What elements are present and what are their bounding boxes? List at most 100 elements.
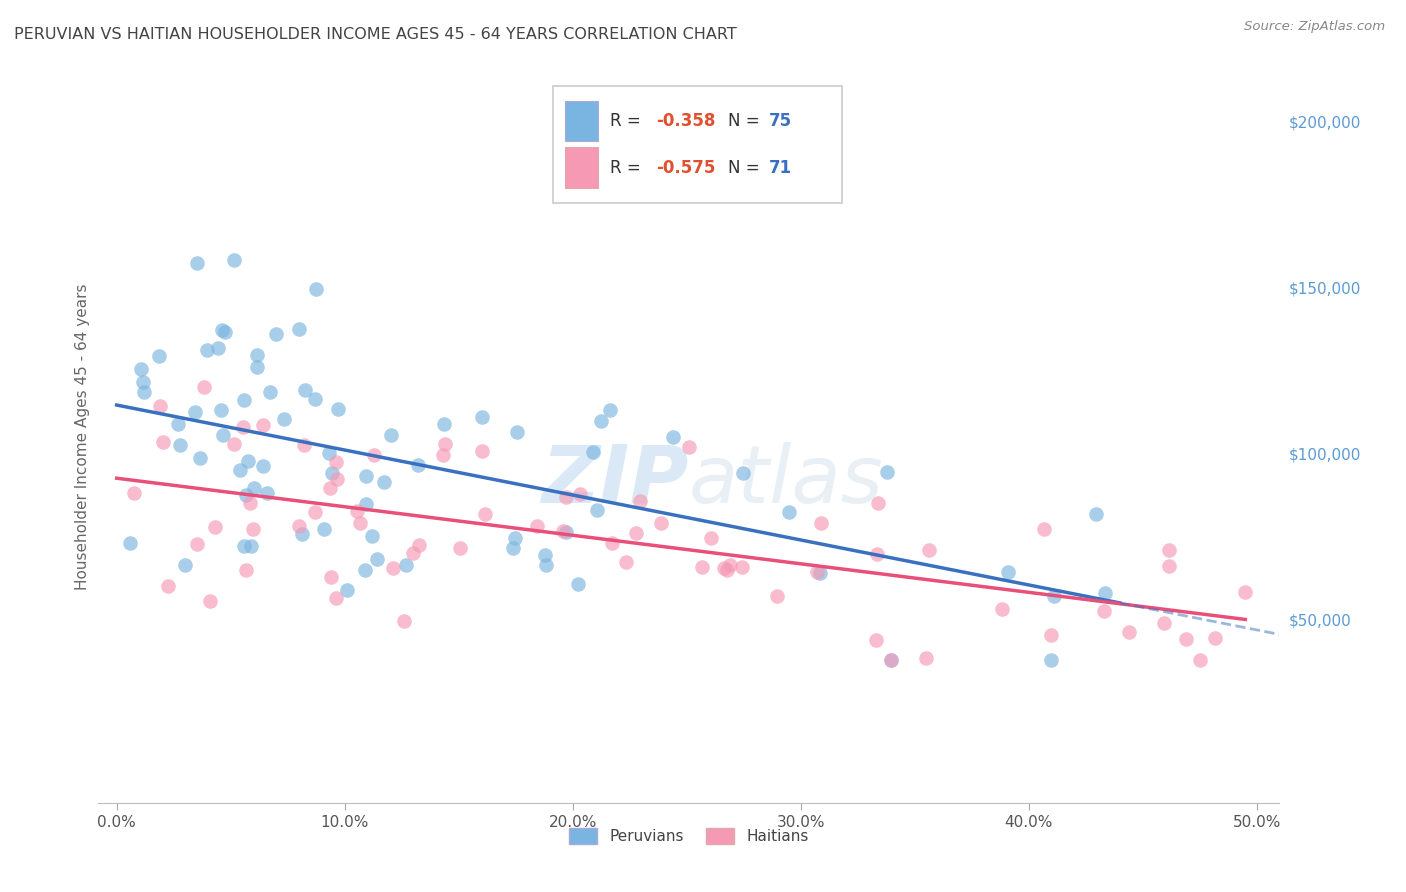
Point	[325, 591, 347, 605]
Point	[1040, 653, 1063, 667]
Point	[363, 448, 385, 462]
Point	[149, 399, 172, 413]
Point	[366, 552, 388, 566]
Point	[880, 653, 903, 667]
Text: N =: N =	[728, 159, 765, 177]
Point	[211, 323, 233, 337]
Point	[778, 505, 800, 519]
Point	[433, 437, 456, 451]
Point	[321, 466, 343, 480]
Point	[382, 561, 405, 575]
Text: 75: 75	[769, 112, 793, 130]
Point	[474, 508, 496, 522]
Point	[502, 541, 524, 555]
Point	[585, 503, 607, 517]
Point	[692, 560, 714, 574]
Point	[252, 418, 274, 433]
Point	[288, 519, 311, 533]
Point	[806, 565, 828, 579]
Point	[152, 435, 174, 450]
Text: 71: 71	[769, 159, 793, 177]
Point	[471, 444, 494, 458]
Point	[733, 466, 755, 480]
Point	[678, 440, 700, 454]
Point	[120, 535, 142, 549]
Point	[865, 632, 887, 647]
Point	[406, 458, 429, 472]
Legend: Peruvians, Haitians: Peruvians, Haitians	[564, 822, 814, 850]
Point	[294, 384, 316, 398]
Point	[256, 485, 278, 500]
Point	[211, 428, 233, 442]
Text: N =: N =	[728, 112, 765, 130]
Point	[650, 516, 672, 531]
Point	[305, 282, 328, 296]
Point	[273, 412, 295, 426]
Point	[716, 563, 738, 577]
Text: -0.358: -0.358	[655, 112, 716, 130]
Point	[589, 414, 612, 428]
Point	[193, 380, 215, 394]
Point	[914, 650, 936, 665]
Point	[1189, 653, 1212, 667]
Point	[1204, 632, 1226, 646]
Text: Source: ZipAtlas.com: Source: ZipAtlas.com	[1244, 20, 1385, 33]
Point	[505, 531, 527, 545]
Point	[582, 444, 605, 458]
Point	[599, 402, 621, 417]
Text: -0.575: -0.575	[655, 159, 716, 177]
Point	[380, 428, 402, 442]
Point	[628, 493, 651, 508]
Point	[880, 653, 903, 667]
Point	[354, 498, 377, 512]
Point	[449, 541, 471, 555]
Point	[526, 518, 548, 533]
Point	[1175, 632, 1198, 646]
Point	[602, 535, 624, 549]
Point	[242, 522, 264, 536]
Point	[876, 466, 898, 480]
Point	[1043, 589, 1066, 603]
Point	[239, 539, 262, 553]
Point	[1085, 508, 1108, 522]
Point	[1234, 585, 1257, 599]
Y-axis label: Householder Income Ages 45 - 64 years: Householder Income Ages 45 - 64 years	[75, 284, 90, 591]
Point	[1157, 559, 1180, 574]
Point	[346, 504, 368, 518]
Point	[432, 449, 454, 463]
Point	[349, 516, 371, 530]
Point	[232, 420, 254, 434]
FancyBboxPatch shape	[565, 147, 598, 187]
Point	[700, 531, 723, 545]
Point	[614, 556, 637, 570]
Point	[124, 486, 146, 500]
Point	[866, 496, 889, 510]
Point	[224, 436, 246, 450]
Point	[252, 458, 274, 473]
Text: R =: R =	[610, 112, 645, 130]
Point	[195, 343, 218, 358]
Point	[132, 384, 155, 399]
Point	[233, 392, 256, 407]
Point	[186, 256, 208, 270]
Point	[505, 425, 527, 439]
Text: atlas: atlas	[689, 442, 884, 520]
Point	[132, 376, 155, 390]
Point	[1118, 625, 1140, 640]
Point	[264, 326, 287, 341]
Point	[291, 526, 314, 541]
Point	[304, 392, 326, 407]
Point	[239, 496, 262, 510]
Point	[569, 487, 592, 501]
Point	[129, 362, 152, 376]
Point	[326, 401, 349, 416]
Point	[169, 438, 191, 452]
Point	[312, 522, 335, 536]
Point	[354, 563, 377, 577]
Point	[186, 537, 208, 551]
Point	[198, 594, 221, 608]
Point	[156, 579, 179, 593]
Text: R =: R =	[610, 159, 645, 177]
Point	[662, 430, 685, 444]
Text: PERUVIAN VS HAITIAN HOUSEHOLDER INCOME AGES 45 - 64 YEARS CORRELATION CHART: PERUVIAN VS HAITIAN HOUSEHOLDER INCOME A…	[14, 27, 737, 42]
